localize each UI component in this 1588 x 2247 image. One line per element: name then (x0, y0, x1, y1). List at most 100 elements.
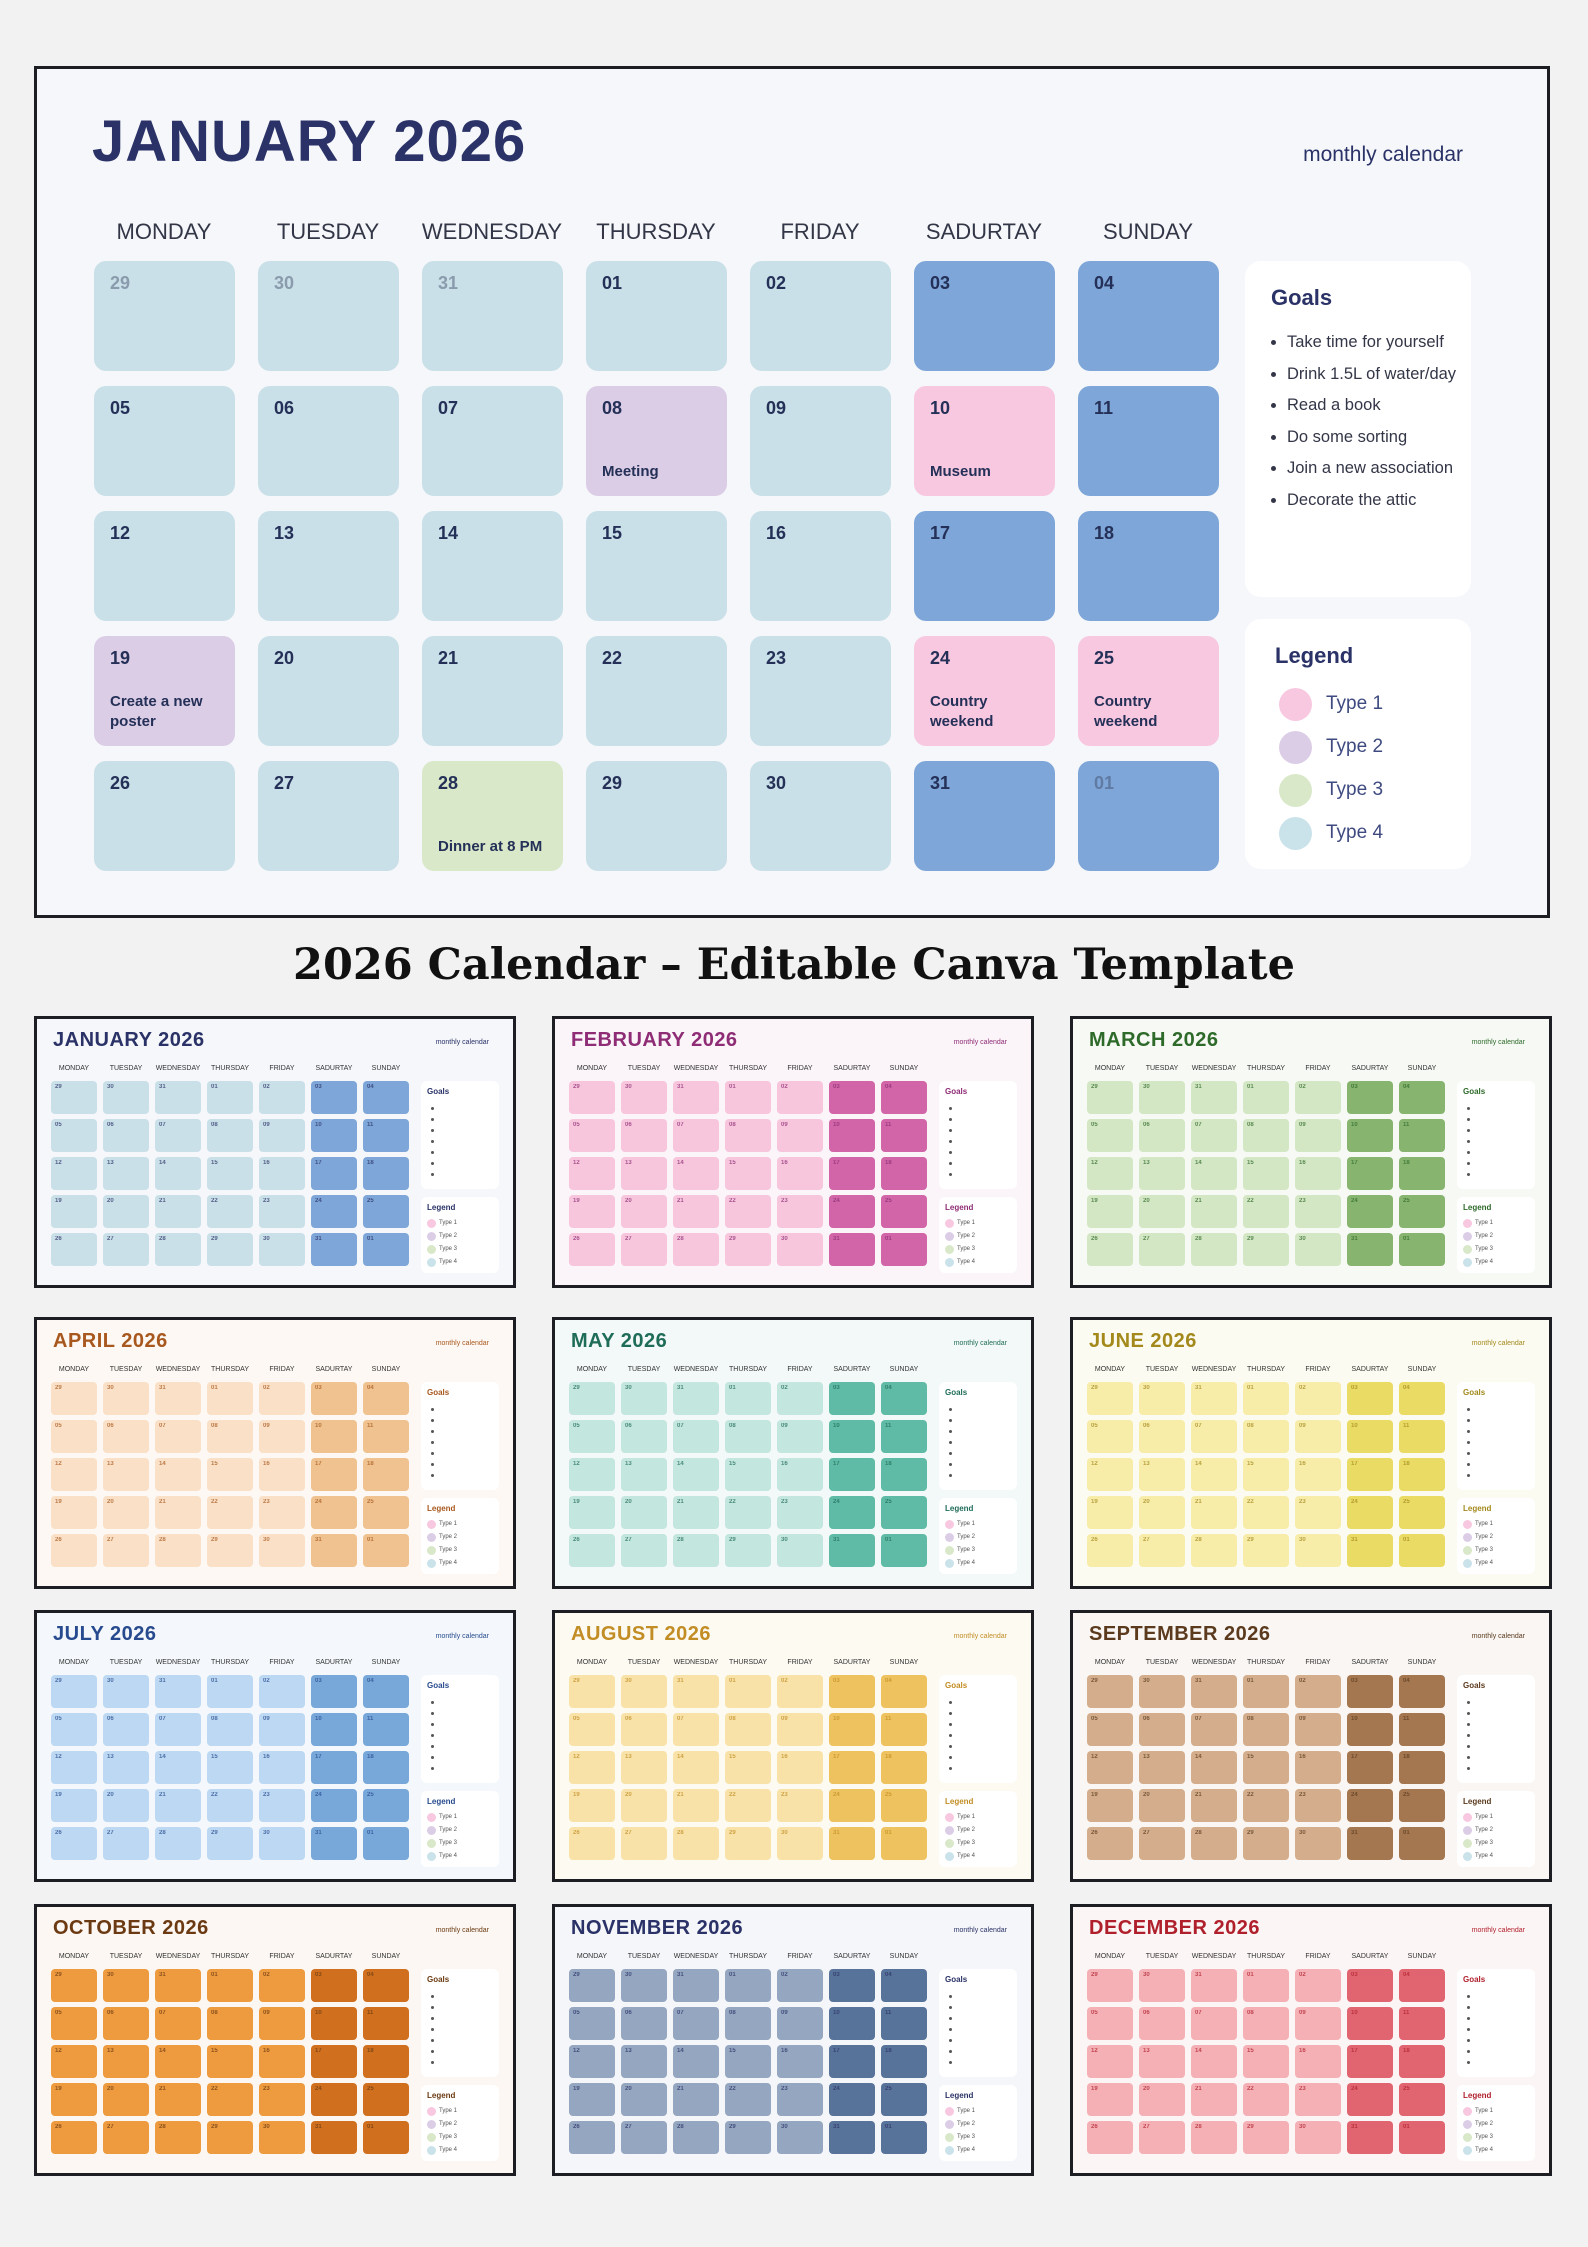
month-thumbnail-day-number: 20 (1143, 1792, 1150, 1798)
month-thumbnail-day-number: 19 (1091, 1499, 1098, 1505)
month-thumbnail-day: 16 (1295, 1751, 1341, 1784)
month-thumbnail-day: 27 (621, 1827, 667, 1860)
day-cell[interactable]: 28 Dinner at 8 PM (422, 761, 563, 871)
day-cell[interactable]: 13 (258, 511, 399, 621)
day-cell[interactable]: 08 Meeting (586, 386, 727, 496)
day-cell[interactable]: 23 (750, 636, 891, 746)
day-cell[interactable]: 31 (422, 261, 563, 371)
month-thumbnail[interactable]: FEBRUARY 2026 monthly calendar MONDAY TUESD… (552, 1016, 1034, 1288)
month-thumbnail-day-number: 10 (1351, 1423, 1358, 1429)
month-thumbnail-day: 04 (363, 1081, 409, 1114)
legend-swatch-icon (427, 2120, 436, 2129)
month-thumbnail-day-number: 15 (729, 2048, 736, 2054)
month-thumbnail-day: 31 (829, 2121, 875, 2154)
day-cell[interactable]: 01 (1078, 761, 1219, 871)
month-thumbnail[interactable]: JANUARY 2026 monthly calendar MONDAY TUESDA… (34, 1016, 516, 1288)
month-thumbnail-day: 07 (673, 2007, 719, 2040)
day-cell[interactable]: 31 (914, 761, 1055, 871)
legend-swatch-icon (427, 1533, 436, 1542)
day-cell[interactable]: 21 (422, 636, 563, 746)
month-thumbnail[interactable]: JULY 2026 monthly calendar MONDAY TUESDAY WE… (34, 1610, 516, 1882)
day-cell[interactable]: 25 Country weekend (1078, 636, 1219, 746)
day-cell[interactable]: 22 (586, 636, 727, 746)
month-thumbnail[interactable]: APRIL 2026 monthly calendar MONDAY TUESDAY W… (34, 1317, 516, 1589)
month-thumbnail-day-number: 19 (55, 1198, 62, 1204)
day-cell[interactable]: 17 (914, 511, 1055, 621)
month-thumbnail-day-number: 08 (1247, 1716, 1254, 1722)
day-cell[interactable]: 11 (1078, 386, 1219, 496)
month-thumbnail-day: 20 (103, 1195, 149, 1228)
day-number: 11 (1094, 398, 1114, 418)
month-thumbnail-subtitle: monthly calendar (953, 1633, 1007, 1640)
month-thumbnail-weekday: MONDAY (58, 1366, 90, 1373)
day-cell[interactable]: 30 (750, 761, 891, 871)
day-cell[interactable]: 15 (586, 511, 727, 621)
month-thumbnail-day-number: 11 (1403, 1122, 1410, 1128)
day-cell[interactable]: 26 (94, 761, 235, 871)
bullet-icon (1467, 1463, 1470, 1466)
month-thumbnail[interactable]: JUNE 2026 monthly calendar MONDAY TUESDAY WE… (1070, 1317, 1552, 1589)
day-cell[interactable]: 06 (258, 386, 399, 496)
month-thumbnail-day-number: 27 (625, 1830, 632, 1836)
bullet-icon (1467, 1107, 1470, 1110)
bullet-icon (431, 1162, 434, 1165)
month-thumbnail-legend-title: Legend (945, 1504, 974, 1513)
legend-item: Type 4 (1279, 816, 1383, 850)
day-cell[interactable]: 03 (914, 261, 1055, 371)
month-thumbnail-day: 01 (881, 1534, 927, 1567)
month-thumbnail[interactable]: SEPTEMBER 2026 monthly calendar MONDAY TUES… (1070, 1610, 1552, 1882)
day-cell[interactable]: 14 (422, 511, 563, 621)
month-thumbnail-weekday: FRIDAY (787, 1366, 813, 1373)
day-cell[interactable]: 18 (1078, 511, 1219, 621)
day-cell[interactable]: 05 (94, 386, 235, 496)
day-cell[interactable]: 01 (586, 261, 727, 371)
day-cell[interactable]: 12 (94, 511, 235, 621)
month-thumbnail-legend-label: Type 1 (957, 2108, 976, 2114)
day-cell[interactable]: 19 Create a new poster (94, 636, 235, 746)
bullet-icon (431, 1452, 434, 1455)
month-thumbnail[interactable]: MAY 2026 monthly calendar MONDAY TUESDAY WED… (552, 1317, 1034, 1589)
month-thumbnail[interactable]: OCTOBER 2026 monthly calendar MONDAY TUESDA… (34, 1904, 516, 2176)
month-thumbnail-day: 28 (155, 1827, 201, 1860)
month-thumbnail-weekday: SADURTAY (315, 1953, 353, 1960)
legend-swatch-icon (945, 1546, 954, 1555)
day-cell[interactable]: 27 (258, 761, 399, 871)
month-thumbnail-day: 13 (1139, 2045, 1185, 2078)
month-thumbnail[interactable]: NOVEMBER 2026 monthly calendar MONDAY TUESD… (552, 1904, 1034, 2176)
day-cell[interactable]: 24 Country weekend (914, 636, 1055, 746)
day-number: 01 (602, 273, 623, 293)
month-thumbnail-day-number: 04 (885, 1084, 892, 1090)
month-thumbnail-day-number: 04 (1403, 1385, 1410, 1391)
day-cell[interactable]: 20 (258, 636, 399, 746)
month-thumbnail-day-number: 29 (573, 1084, 580, 1090)
day-cell[interactable]: 02 (750, 261, 891, 371)
month-thumbnail[interactable]: MARCH 2026 monthly calendar MONDAY TUESDAY W… (1070, 1016, 1552, 1288)
legend-swatch-icon (427, 1520, 436, 1529)
day-cell[interactable]: 10 Museum (914, 386, 1055, 496)
month-thumbnail-weekday: WEDNESDAY (155, 1366, 201, 1373)
day-cell[interactable]: 16 (750, 511, 891, 621)
bullet-icon (431, 1173, 434, 1176)
month-thumbnail-day: 17 (1347, 2045, 1393, 2078)
month-thumbnail-day: 25 (1399, 1789, 1445, 1822)
month-thumbnail-day-number: 24 (315, 1499, 322, 1505)
month-thumbnail-day: 30 (259, 1827, 305, 1860)
bullet-icon (431, 2061, 434, 2064)
day-cell[interactable]: 04 (1078, 261, 1219, 371)
day-cell[interactable]: 07 (422, 386, 563, 496)
month-thumbnail-day-number: 10 (1351, 1716, 1358, 1722)
main-calendar: JANUARY 2026 monthly calendar MONDAY TUES… (34, 66, 1550, 918)
month-thumbnail[interactable]: AUGUST 2026 monthly calendar MONDAY TUESDAY… (552, 1610, 1034, 1882)
month-thumbnail-legend-title: Legend (427, 1504, 456, 1513)
month-thumbnail-legend-title: Legend (427, 2091, 456, 2100)
month-thumbnail-day-number: 27 (107, 1236, 114, 1242)
month-thumbnail-day: 07 (673, 1713, 719, 1746)
month-thumbnail[interactable]: DECEMBER 2026 monthly calendar MONDAY TUESD… (1070, 1904, 1552, 2176)
day-cell[interactable]: 29 (586, 761, 727, 871)
day-cell[interactable]: 09 (750, 386, 891, 496)
day-cell[interactable]: 29 (94, 261, 235, 371)
month-thumbnail-weekday: SADURTAY (1351, 1366, 1389, 1373)
month-thumbnail-day-number: 05 (55, 1122, 62, 1128)
month-thumbnail-legend-label: Type 3 (957, 1547, 976, 1553)
day-cell[interactable]: 30 (258, 261, 399, 371)
